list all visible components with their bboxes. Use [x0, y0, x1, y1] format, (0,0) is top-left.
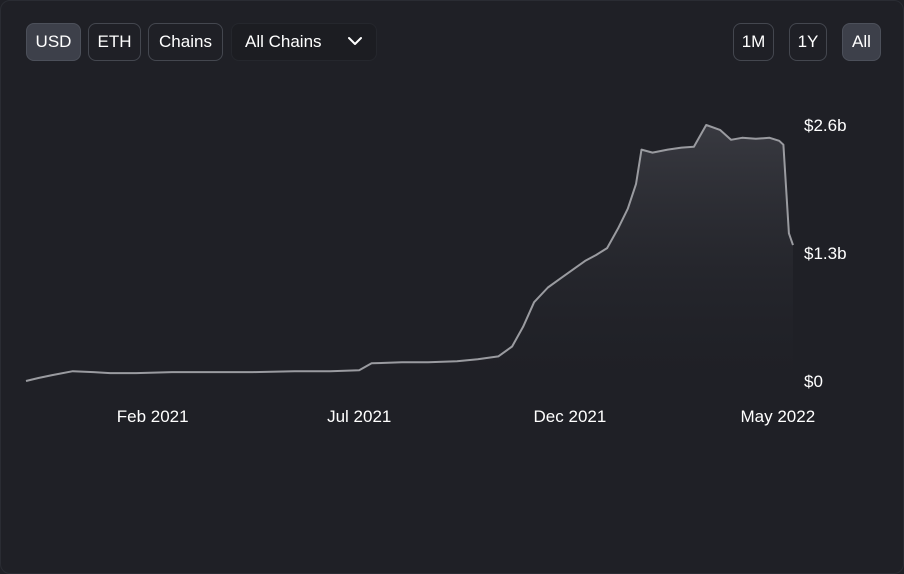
- y-tick-label: $0: [804, 372, 823, 391]
- usd-button[interactable]: USD: [26, 23, 81, 61]
- chain-select-value: All Chains: [245, 32, 322, 51]
- chains-button[interactable]: Chains: [148, 23, 223, 61]
- x-tick-label: May 2022: [741, 407, 816, 426]
- range-1y-button[interactable]: 1Y: [789, 23, 827, 61]
- chain-select[interactable]: All Chains: [231, 23, 377, 61]
- range-1m-button[interactable]: 1M: [733, 23, 774, 61]
- x-tick-label: Dec 2021: [534, 407, 607, 426]
- eth-button[interactable]: ETH: [88, 23, 141, 61]
- chevron-down-icon: [348, 37, 362, 45]
- x-tick-label: Jul 2021: [327, 407, 391, 426]
- tvl-series-line: [25, 124, 794, 382]
- x-tick-label: Feb 2021: [117, 407, 189, 426]
- y-tick-label: $1.3b: [804, 244, 847, 263]
- tvl-area-fill: [26, 125, 793, 381]
- y-tick-label: $2.6b: [804, 116, 847, 135]
- range-all-button[interactable]: All: [842, 23, 881, 61]
